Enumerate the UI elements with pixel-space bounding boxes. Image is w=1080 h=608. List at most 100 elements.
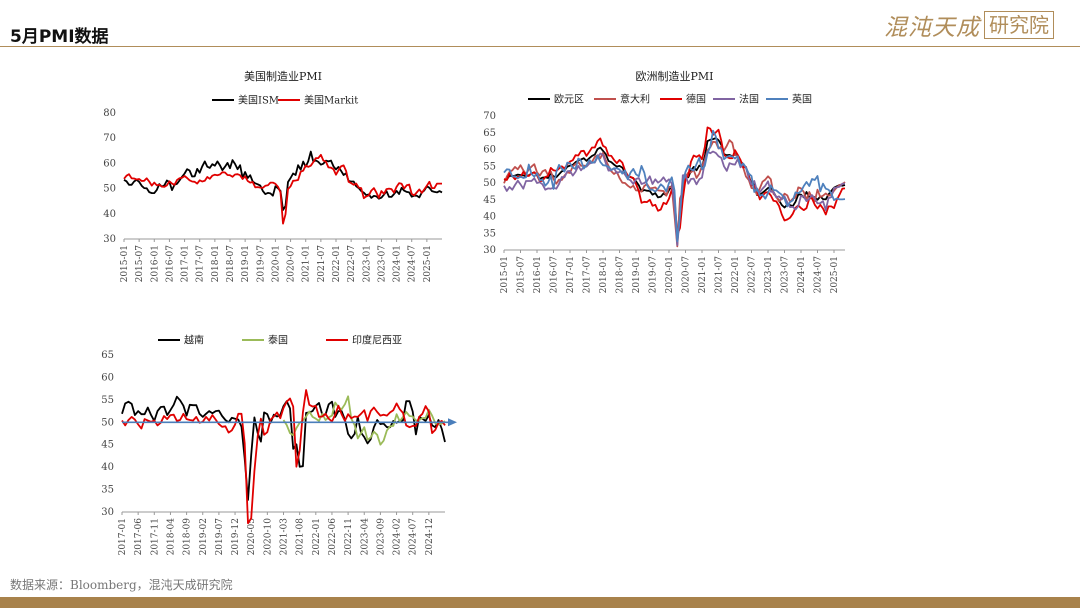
x-tick-label: 2024-07 bbox=[814, 256, 824, 294]
x-tick-label: 2016-01 bbox=[533, 256, 543, 293]
chart-title: 美国制造业PMI bbox=[244, 69, 322, 83]
y-tick-label: 45 bbox=[483, 195, 496, 206]
eu-pmi-chart: 欧洲制造业PMI 欧元区 意大利 德国 法国 英国 30 35 40 45 50 55 60 65 70 20… bbox=[483, 69, 846, 294]
x-tick-label: 2022-07 bbox=[748, 256, 758, 294]
legend-label: 欧元区 bbox=[554, 94, 584, 106]
legend-label: 德国 bbox=[686, 93, 706, 106]
x-tick-label: 2018-04 bbox=[166, 518, 176, 556]
page-title: 5月PMI数据 bbox=[10, 27, 109, 47]
x-tick-label: 2023-07 bbox=[781, 256, 791, 294]
y-tick-label: 60 bbox=[103, 158, 116, 169]
x-tick-label: 2017-11 bbox=[150, 518, 160, 555]
y-tick-label: 65 bbox=[101, 350, 114, 361]
x-tick-label: 2023-04 bbox=[360, 518, 370, 556]
x-tick-label: 2024-07 bbox=[409, 518, 419, 556]
legend-label: 美国Markit bbox=[304, 94, 358, 107]
x-tick-label: 2024-01 bbox=[797, 256, 807, 293]
x-tick-label: 2016-07 bbox=[550, 256, 560, 294]
x-tick-label: 2022-06 bbox=[328, 518, 338, 556]
x-tick-label: 2017-06 bbox=[134, 518, 144, 556]
series-line bbox=[123, 153, 442, 225]
x-tick-label: 2021-08 bbox=[296, 518, 306, 556]
x-tick-label: 2022-01 bbox=[332, 245, 342, 282]
reference-arrowhead bbox=[448, 418, 457, 427]
x-tick-label: 2020-07 bbox=[287, 245, 297, 283]
legend-label: 英国 bbox=[792, 93, 812, 106]
y-tick-label: 50 bbox=[101, 417, 114, 428]
x-tick-label: 2021-07 bbox=[715, 256, 725, 294]
y-tick-label: 70 bbox=[483, 111, 496, 122]
legend-label: 法国 bbox=[739, 93, 759, 106]
x-tick-label: 2024-12 bbox=[425, 518, 435, 555]
x-tick-label: 2015-07 bbox=[135, 245, 145, 283]
x-tick-label: 2023-01 bbox=[764, 256, 774, 293]
x-tick-label: 2018-07 bbox=[226, 245, 236, 283]
x-tick-label: 2018-01 bbox=[599, 256, 609, 293]
legend-label: 印度尼西亚 bbox=[352, 334, 402, 347]
x-tick-label: 2018-09 bbox=[183, 518, 193, 556]
y-tick-label: 50 bbox=[103, 184, 116, 195]
x-tick-label: 2021-01 bbox=[302, 245, 312, 282]
x-tick-label: 2018-01 bbox=[211, 245, 221, 282]
us-pmi-chart: 美国制造业PMI 美国ISM 美国Markit 30 40 50 60 70 80 2015-01… bbox=[103, 69, 443, 283]
x-tick-label: 2021-01 bbox=[698, 256, 708, 293]
legend-label: 泰国 bbox=[268, 334, 288, 347]
y-tick-label: 55 bbox=[101, 395, 114, 406]
series-line bbox=[503, 129, 846, 243]
legend-label: 美国ISM bbox=[238, 94, 279, 107]
x-tick-label: 2023-07 bbox=[377, 245, 387, 283]
x-tick-label: 2016-01 bbox=[150, 245, 160, 282]
y-tick-label: 70 bbox=[103, 133, 116, 144]
source-note: 数据来源：Bloomberg，混沌天成研究院 bbox=[10, 578, 233, 592]
chart-title: 欧洲制造业PMI bbox=[635, 69, 713, 83]
x-tick-label: 2024-07 bbox=[408, 245, 418, 283]
x-tick-label: 2017-01 bbox=[118, 518, 128, 555]
y-tick-label: 65 bbox=[483, 128, 496, 139]
x-tick-label: 2023-01 bbox=[362, 245, 372, 282]
x-tick-label: 2019-02 bbox=[199, 518, 209, 555]
x-tick-label: 2020-01 bbox=[271, 245, 281, 282]
y-tick-label: 55 bbox=[483, 161, 496, 172]
y-tick-label: 35 bbox=[101, 485, 114, 496]
y-tick-label: 30 bbox=[103, 234, 116, 245]
x-tick-label: 2018-07 bbox=[616, 256, 626, 294]
y-tick-label: 60 bbox=[483, 145, 496, 156]
x-tick-label: 2017-01 bbox=[181, 245, 191, 282]
x-tick-label: 2022-01 bbox=[731, 256, 741, 293]
x-tick-label: 2025-01 bbox=[830, 256, 840, 293]
x-tick-label: 2020-07 bbox=[682, 256, 692, 294]
y-tick-label: 30 bbox=[101, 507, 114, 518]
x-tick-label: 2019-07 bbox=[649, 256, 659, 294]
y-tick-label: 50 bbox=[483, 178, 496, 189]
x-tick-label: 2015-01 bbox=[500, 256, 510, 293]
x-tick-label: 2015-07 bbox=[517, 256, 527, 294]
y-tick-label: 40 bbox=[483, 212, 496, 223]
x-tick-label: 2020-10 bbox=[263, 518, 273, 556]
header-divider bbox=[0, 46, 1080, 47]
x-tick-label: 2022-01 bbox=[312, 518, 322, 555]
x-tick-label: 2017-01 bbox=[566, 256, 576, 293]
x-tick-label: 2021-03 bbox=[280, 518, 290, 556]
x-tick-label: 2020-05 bbox=[247, 518, 257, 556]
footer-band bbox=[0, 597, 1080, 608]
asia-pmi-chart: 越南 泰国 印度尼西亚 30 35 40 45 50 55 60 65 2017-01 2017-06 2… bbox=[101, 334, 457, 556]
y-tick-label: 35 bbox=[483, 228, 496, 239]
brand-logo-box: 研究院 bbox=[984, 11, 1054, 39]
brand-logo: 混沌天成 研究院 bbox=[884, 10, 1054, 41]
x-tick-label: 2022-07 bbox=[347, 245, 357, 283]
brand-logo-text: 混沌天成 bbox=[884, 15, 980, 41]
legend-label: 越南 bbox=[184, 334, 204, 347]
y-tick-label: 80 bbox=[103, 108, 116, 119]
x-tick-label: 2021-07 bbox=[317, 245, 327, 283]
x-tick-label: 2025-01 bbox=[423, 245, 433, 282]
x-tick-label: 2015-01 bbox=[120, 245, 130, 282]
x-tick-label: 2019-07 bbox=[215, 518, 225, 556]
y-tick-label: 45 bbox=[101, 440, 114, 451]
x-tick-label: 2019-07 bbox=[256, 245, 266, 283]
series-line bbox=[121, 389, 446, 525]
y-tick-label: 60 bbox=[101, 372, 114, 383]
x-tick-label: 2020-01 bbox=[665, 256, 675, 293]
legend-label: 意大利 bbox=[620, 93, 650, 106]
y-tick-label: 30 bbox=[483, 245, 496, 256]
x-tick-label: 2022-11 bbox=[344, 518, 354, 555]
